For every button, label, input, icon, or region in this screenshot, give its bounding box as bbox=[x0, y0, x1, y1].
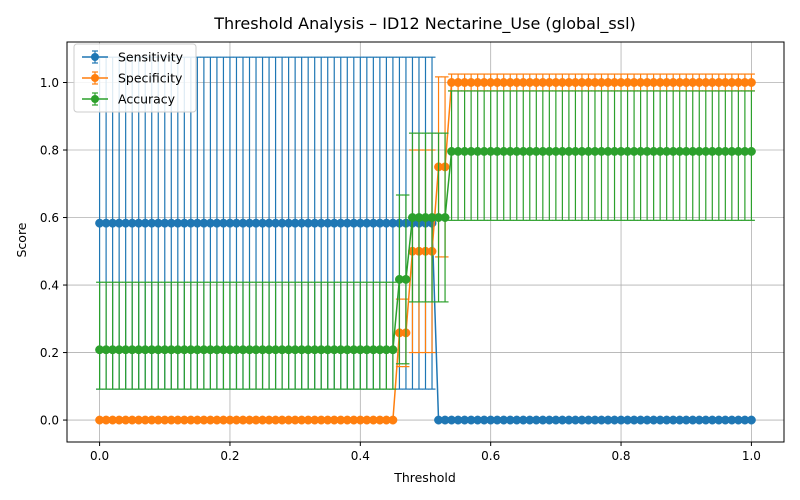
y-tick-label: 0.2 bbox=[40, 346, 59, 360]
data-point bbox=[746, 78, 756, 87]
legend-item-sensitivity: Sensitivity bbox=[82, 50, 184, 65]
legend-marker bbox=[91, 53, 99, 61]
y-tick-label: 0.6 bbox=[40, 211, 59, 225]
legend-item-accuracy: Accuracy bbox=[82, 92, 176, 107]
legend-box bbox=[73, 43, 197, 113]
y-tick-label: 1.0 bbox=[40, 76, 59, 90]
x-tick-label: 0.6 bbox=[481, 449, 500, 463]
x-tick-label: 0.0 bbox=[90, 449, 109, 463]
data-point bbox=[388, 345, 398, 355]
y-tick-label: 0.0 bbox=[40, 414, 59, 428]
y-tick-label: 0.4 bbox=[40, 279, 59, 293]
x-tick-label: 0.8 bbox=[611, 449, 630, 463]
data-point bbox=[401, 274, 411, 284]
chart-title: Threshold Analysis – ID12 Nectarine_Use … bbox=[213, 14, 636, 34]
series-accuracy bbox=[95, 90, 756, 390]
legend: Sensitivity Specificity Accuracy bbox=[73, 43, 197, 113]
x-axis-label: Threshold bbox=[393, 470, 456, 485]
legend-marker bbox=[91, 74, 99, 82]
data-point bbox=[440, 213, 450, 222]
legend-label: Sensitivity bbox=[118, 50, 184, 65]
data-point bbox=[388, 415, 398, 425]
y-axis-label: Score bbox=[14, 222, 29, 257]
axes bbox=[66, 41, 785, 443]
plot-area bbox=[95, 56, 756, 425]
legend-item-specificity: Specificity bbox=[82, 71, 183, 86]
legend-label: Specificity bbox=[118, 71, 183, 86]
ticks: 0.0 0.2 0.4 0.6 0.8 1.0 0.0 0.2 0.4 0.6 0.8 1.0 bbox=[40, 76, 761, 463]
legend-label: Accuracy bbox=[118, 92, 176, 107]
axes-frame bbox=[66, 41, 785, 443]
x-tick-label: 0.4 bbox=[351, 449, 370, 463]
y-tick-label: 0.8 bbox=[40, 144, 59, 158]
data-point bbox=[746, 146, 756, 156]
data-point bbox=[746, 415, 756, 425]
legend-marker bbox=[91, 95, 99, 103]
x-tick-label: 1.0 bbox=[742, 449, 761, 463]
x-tick-label: 0.2 bbox=[220, 449, 239, 463]
